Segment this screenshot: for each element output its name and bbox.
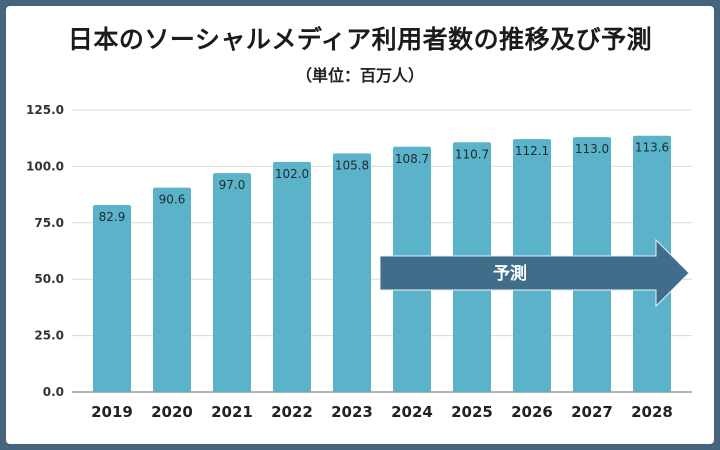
- y-tick-label: 75.0: [34, 216, 64, 230]
- bar-value-label: 82.9: [99, 210, 126, 224]
- x-tick-label: 2027: [571, 403, 613, 421]
- y-tick-label: 125.0: [26, 103, 64, 117]
- forecast-label: 予測: [493, 263, 527, 284]
- bar-value-label: 113.6: [635, 141, 669, 155]
- bar-value-label: 113.0: [575, 142, 609, 156]
- bar-value-label: 108.7: [395, 152, 429, 166]
- bar-value-label: 105.8: [335, 158, 369, 172]
- chart-title: 日本のソーシャルメディア利用者数の推移及び予測: [67, 25, 653, 54]
- x-tick-label: 2025: [451, 403, 493, 421]
- y-axis-ticks: 0.0 25.0 50.0 75.0 100.0 125.0: [26, 103, 64, 399]
- y-tick-label: 50.0: [34, 272, 64, 286]
- data-labels: 82.9 90.6 97.0 102.0 105.8 108.7 110.7 112.1 113…: [99, 141, 670, 224]
- y-tick-label: 0.0: [43, 385, 64, 399]
- bar: [213, 173, 251, 392]
- forecast-annotation: 予測: [379, 238, 690, 308]
- y-tick-label: 100.0: [26, 159, 64, 173]
- y-tick-label: 25.0: [34, 329, 64, 343]
- x-tick-label: 2024: [391, 403, 433, 421]
- bar-value-label: 110.7: [455, 147, 489, 161]
- x-tick-label: 2020: [151, 403, 193, 421]
- x-tick-label: 2021: [211, 403, 253, 421]
- bar-value-label: 102.0: [275, 167, 309, 181]
- chart-subtitle: （単位：百万人）: [295, 66, 424, 85]
- x-tick-label: 2026: [511, 403, 553, 421]
- bar: [273, 161, 311, 392]
- forecast-arrow: [379, 238, 690, 308]
- bar-value-label: 112.1: [515, 144, 549, 158]
- bar: [333, 153, 371, 392]
- bar-value-label: 97.0: [219, 178, 246, 192]
- x-tick-label: 2022: [271, 403, 313, 421]
- bar: [153, 187, 191, 392]
- x-tick-label: 2019: [91, 403, 133, 421]
- bar: [93, 204, 131, 392]
- x-axis-ticks: 2019 2020 2021 2022 2023 2024 2025 2026 2027 2028: [91, 403, 673, 421]
- bar-value-label: 90.6: [159, 193, 186, 207]
- x-tick-label: 2028: [631, 403, 673, 421]
- x-tick-label: 2023: [331, 403, 373, 421]
